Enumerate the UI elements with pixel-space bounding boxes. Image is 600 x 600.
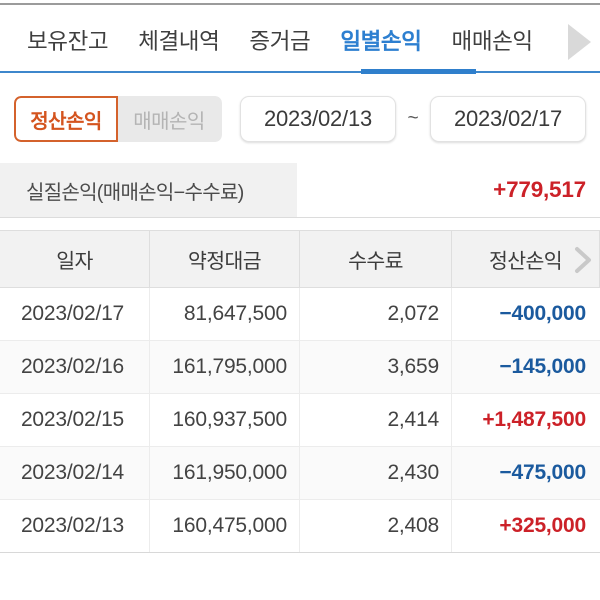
cell-contract-amount: 161,950,000: [150, 447, 300, 499]
cell-settlement-pnl: −475,000: [499, 461, 586, 484]
cell-settlement-pnl: −400,000: [499, 302, 586, 325]
date-range-separator: ~: [407, 108, 419, 129]
table-row[interactable]: 2023/02/16 161,795,000 3,659 −145,000: [0, 341, 600, 394]
cell-fee: 2,414: [300, 394, 452, 446]
end-date-field[interactable]: 2023/02/17: [430, 96, 586, 142]
tab-daily-pnl[interactable]: 일별손익: [340, 28, 422, 54]
cell-fee: 2,072: [300, 288, 452, 340]
filter-bar: 정산손익 매매손익 2023/02/13 ~ 2023/02/17: [0, 78, 600, 160]
cell-date: 2023/02/14: [0, 447, 150, 499]
table-row[interactable]: 2023/02/17 81,647,500 2,072 −400,000: [0, 288, 600, 341]
cell-date: 2023/02/16: [0, 341, 150, 393]
chevron-right-icon[interactable]: [560, 19, 600, 65]
pnl-type-segmented-control[interactable]: 정산손익 매매손익: [14, 96, 222, 142]
cell-contract-amount: 160,475,000: [150, 500, 300, 552]
segment-settlement-pnl[interactable]: 정산손익: [14, 96, 118, 142]
cell-date: 2023/02/17: [0, 288, 150, 340]
net-pnl-label: 실질손익(매매손익−수수료): [0, 163, 297, 217]
cell-fee: 2,430: [300, 447, 452, 499]
cell-settlement-pnl: +325,000: [499, 514, 586, 537]
tab-trade-pnl[interactable]: 매매손익: [451, 28, 534, 54]
tab-executions[interactable]: 체결내역: [138, 28, 220, 54]
tab-holdings[interactable]: 보유잔고: [27, 28, 109, 54]
cell-contract-amount: 160,937,500: [150, 394, 300, 446]
cell-fee: 3,659: [300, 341, 452, 393]
net-pnl-value: +779,517: [297, 163, 600, 217]
top-divider: [0, 3, 600, 5]
table-row[interactable]: 2023/02/15 160,937,500 2,414 +1,487,500: [0, 394, 600, 447]
active-tab-underline: [361, 69, 476, 74]
net-pnl-summary-row: 실질손익(매매손익−수수료) +779,517: [0, 163, 600, 218]
column-header-fee[interactable]: 수수료: [300, 231, 452, 287]
cell-contract-amount: 81,647,500: [150, 288, 300, 340]
column-header-date[interactable]: 일자: [0, 231, 150, 287]
table-row[interactable]: 2023/02/13 160,475,000 2,408 +325,000: [0, 500, 600, 553]
cell-fee: 2,408: [300, 500, 452, 552]
cell-settlement-pnl: +1,487,500: [482, 408, 586, 431]
cell-contract-amount: 161,795,000: [150, 341, 300, 393]
tab-bar-rule: [0, 71, 600, 73]
cell-settlement-pnl: −145,000: [499, 355, 586, 378]
main-tab-bar[interactable]: 보유잔고 체결내역 증거금 일별손익 매매손익: [0, 5, 600, 78]
column-header-contract-amount[interactable]: 약정대금: [150, 231, 300, 287]
daily-pnl-table: 일자 약정대금 수수료 정산손익 2023/02/17 81,647,500 2…: [0, 230, 600, 553]
segment-trade-pnl[interactable]: 매매손익: [118, 96, 222, 142]
date-range-picker[interactable]: 2023/02/13 ~ 2023/02/17: [240, 96, 586, 142]
start-date-field[interactable]: 2023/02/13: [240, 96, 396, 142]
table-header-row: 일자 약정대금 수수료 정산손익: [0, 230, 600, 288]
tab-margin[interactable]: 증거금: [249, 28, 311, 54]
cell-date: 2023/02/13: [0, 500, 150, 552]
table-row[interactable]: 2023/02/14 161,950,000 2,430 −475,000: [0, 447, 600, 500]
cell-date: 2023/02/15: [0, 394, 150, 446]
column-header-settlement-pnl[interactable]: 정산손익: [452, 231, 600, 287]
